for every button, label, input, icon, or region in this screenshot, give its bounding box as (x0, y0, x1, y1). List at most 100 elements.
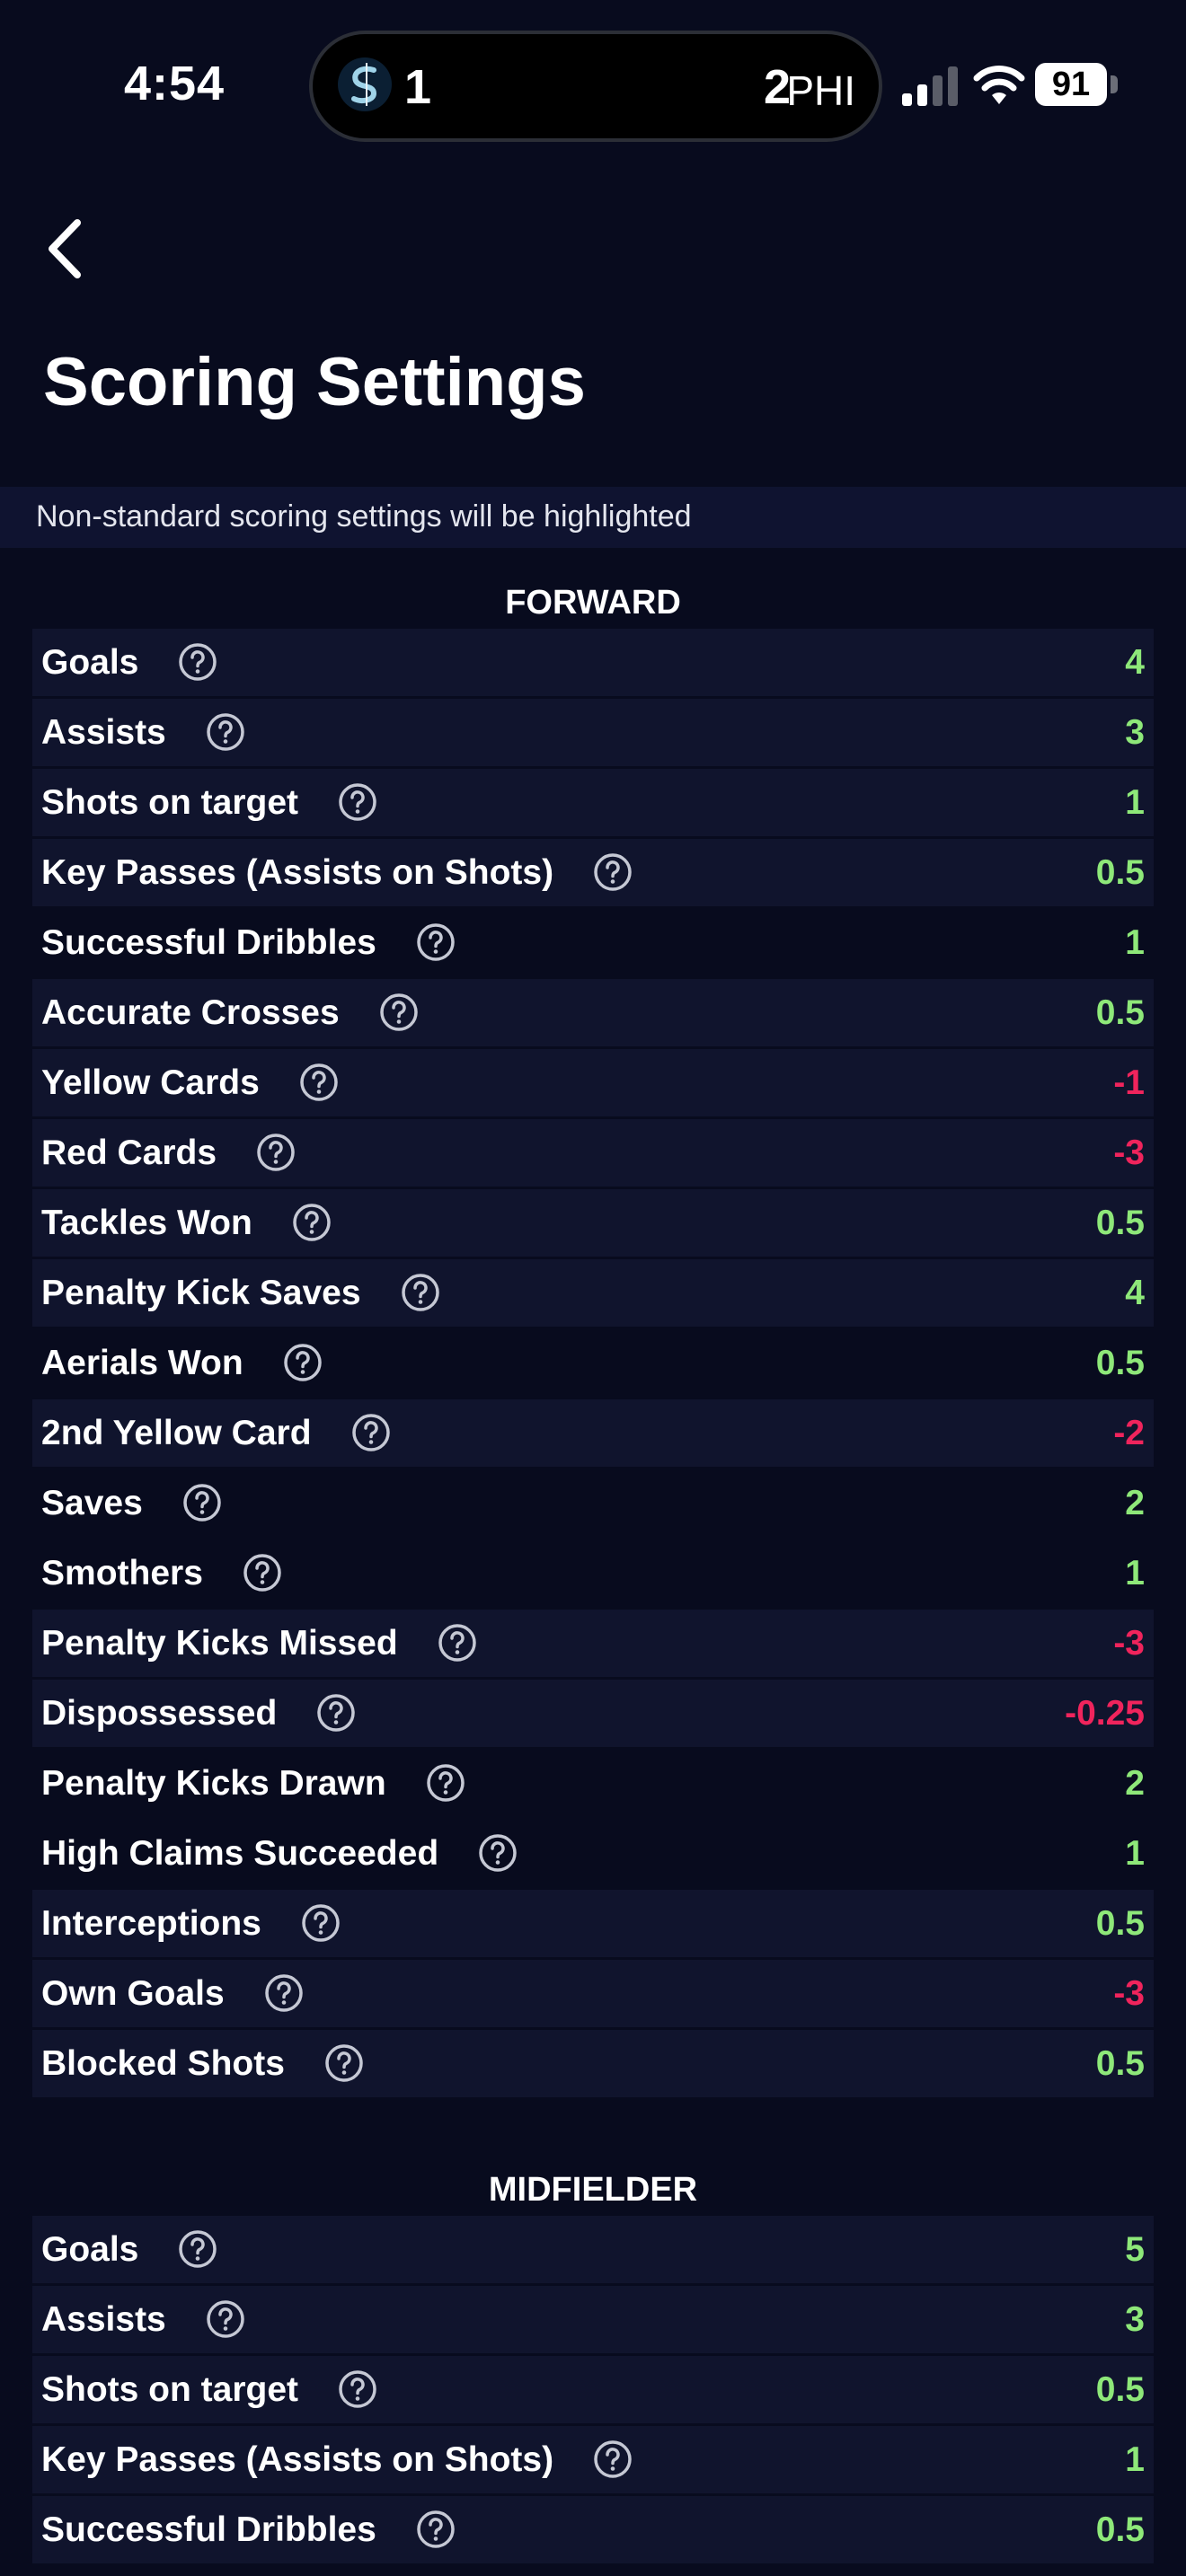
live-activity-pill[interactable]: 1 2 PHI (313, 34, 879, 138)
row-value: 0.5 (1095, 853, 1145, 892)
row-label: Aerials Won (41, 1344, 243, 1382)
home-score: 1 (404, 60, 432, 114)
row-value: 1 (1125, 1554, 1145, 1592)
row-label: Assists (41, 2300, 166, 2339)
row-value: -0.25 (1065, 1694, 1145, 1733)
row-label-container: Accurate Crosses (41, 979, 419, 1046)
help-icon[interactable] (299, 1063, 339, 1102)
section-forward: FORWARD Goals 4 Assists 3 Shots on target 1 Ke… (32, 577, 1154, 2100)
scoring-row: Shots on target 1 (32, 769, 1154, 836)
away-team: PHI (786, 67, 855, 114)
row-label-container: Assists (41, 2286, 245, 2353)
help-icon[interactable] (426, 1763, 465, 1803)
help-icon[interactable] (243, 1553, 282, 1592)
scoring-row: Penalty Kick Saves 4 (32, 1259, 1154, 1327)
help-icon[interactable] (206, 2299, 245, 2339)
help-icon[interactable] (316, 1693, 356, 1733)
row-value: 1 (1125, 2440, 1145, 2479)
scoring-row: Goals 5 (32, 2216, 1154, 2283)
scoring-row: Shots on target 0.5 (32, 2356, 1154, 2423)
help-icon[interactable] (338, 782, 377, 822)
away-score: 2 (763, 60, 791, 114)
scoring-row: Successful Dribbles 0.5 (32, 2496, 1154, 2563)
help-icon[interactable] (301, 1903, 341, 1943)
page-title: Scoring Settings (43, 344, 586, 420)
row-label-container: Penalty Kicks Drawn (41, 1750, 465, 1817)
row-value: -3 (1113, 1974, 1145, 2013)
row-label-container: Successful Dribbles (41, 2496, 456, 2563)
scoring-row: Key Passes (Assists on Shots) 1 (32, 2426, 1154, 2493)
scoring-row: Goals 4 (32, 629, 1154, 696)
help-icon[interactable] (351, 1413, 391, 1452)
row-label-container: High Claims Succeeded (41, 1820, 518, 1887)
section-midfielder: MIDFIELDER Goals 5 Assists 3 Shots on target… (32, 2164, 1154, 2566)
help-icon[interactable] (256, 1133, 296, 1172)
battery-indicator: 91 (1035, 63, 1107, 106)
scoring-row: Yellow Cards -1 (32, 1049, 1154, 1116)
row-label: Yellow Cards (41, 1063, 260, 1102)
team-logo-icon (338, 57, 392, 111)
help-icon[interactable] (178, 642, 217, 682)
row-label-container: Own Goals (41, 1960, 304, 2027)
help-icon[interactable] (338, 2369, 377, 2409)
help-icon[interactable] (324, 2043, 364, 2083)
row-label: Penalty Kicks Missed (41, 1624, 398, 1663)
status-bar: 4:54 1 2 PHI 91 (0, 0, 1186, 171)
help-icon[interactable] (593, 2439, 633, 2479)
row-label-container: Key Passes (Assists on Shots) (41, 2426, 633, 2493)
help-icon[interactable] (292, 1203, 332, 1242)
section-title: MIDFIELDER (488, 2171, 698, 2209)
row-value: 1 (1125, 783, 1145, 822)
row-label-container: Successful Dribbles (41, 909, 456, 976)
help-icon[interactable] (379, 992, 419, 1032)
scoring-row: Accurate Crosses 0.5 (32, 979, 1154, 1046)
help-icon[interactable] (206, 712, 245, 752)
help-icon[interactable] (283, 1343, 323, 1382)
notice-text: Non-standard scoring settings will be hi… (36, 499, 692, 534)
row-label: Smothers (41, 1554, 203, 1592)
row-label-container: Blocked Shots (41, 2030, 364, 2097)
scoring-row: Aerials Won 0.5 (32, 1329, 1154, 1397)
row-label: Accurate Crosses (41, 993, 340, 1032)
row-value: 4 (1125, 643, 1145, 682)
help-icon[interactable] (182, 1483, 222, 1522)
help-icon[interactable] (416, 2510, 456, 2549)
row-label: Successful Dribbles (41, 923, 376, 962)
row-label: High Claims Succeeded (41, 1834, 439, 1873)
back-button[interactable] (36, 208, 99, 289)
row-value: 3 (1125, 713, 1145, 752)
row-label-container: Penalty Kick Saves (41, 1259, 440, 1327)
help-icon[interactable] (438, 1623, 477, 1663)
row-label: Own Goals (41, 1974, 225, 2013)
row-label: Assists (41, 713, 166, 752)
help-icon[interactable] (401, 1273, 440, 1312)
scoring-row: Penalty Kicks Drawn 2 (32, 1750, 1154, 1817)
scoring-row: Own Goals -3 (32, 1960, 1154, 2027)
scoring-rows: Goals 4 Assists 3 Shots on target 1 Key Passes… (32, 629, 1154, 2097)
row-label-container: Yellow Cards (41, 1049, 339, 1116)
cellular-signal-icon (902, 66, 958, 106)
row-value: 0.5 (1095, 993, 1145, 1032)
row-label: Goals (41, 643, 139, 682)
scoring-row: Saves 2 (32, 1469, 1154, 1537)
notice-banner: Non-standard scoring settings will be hi… (0, 487, 1186, 548)
section-title: FORWARD (505, 584, 681, 622)
help-icon[interactable] (416, 922, 456, 962)
help-icon[interactable] (593, 852, 633, 892)
row-value: 0.5 (1095, 2510, 1145, 2549)
row-label-container: Saves (41, 1469, 222, 1537)
row-label-container: Penalty Kicks Missed (41, 1610, 477, 1677)
row-label: Shots on target (41, 2370, 299, 2409)
row-label-container: 2nd Yellow Card (41, 1399, 391, 1467)
row-label-container: Key Passes (Assists on Shots) (41, 839, 633, 906)
row-value: 0.5 (1095, 1204, 1145, 1242)
scoring-row: Red Cards -3 (32, 1119, 1154, 1187)
row-label: Penalty Kick Saves (41, 1274, 361, 1312)
row-label-container: Dispossessed (41, 1680, 356, 1747)
help-icon[interactable] (178, 2229, 217, 2269)
scoring-row: Key Passes (Assists on Shots) 0.5 (32, 839, 1154, 906)
help-icon[interactable] (264, 1973, 304, 2013)
scoring-row: Smothers 1 (32, 1539, 1154, 1607)
row-label: Blocked Shots (41, 2044, 285, 2083)
help-icon[interactable] (478, 1833, 518, 1873)
